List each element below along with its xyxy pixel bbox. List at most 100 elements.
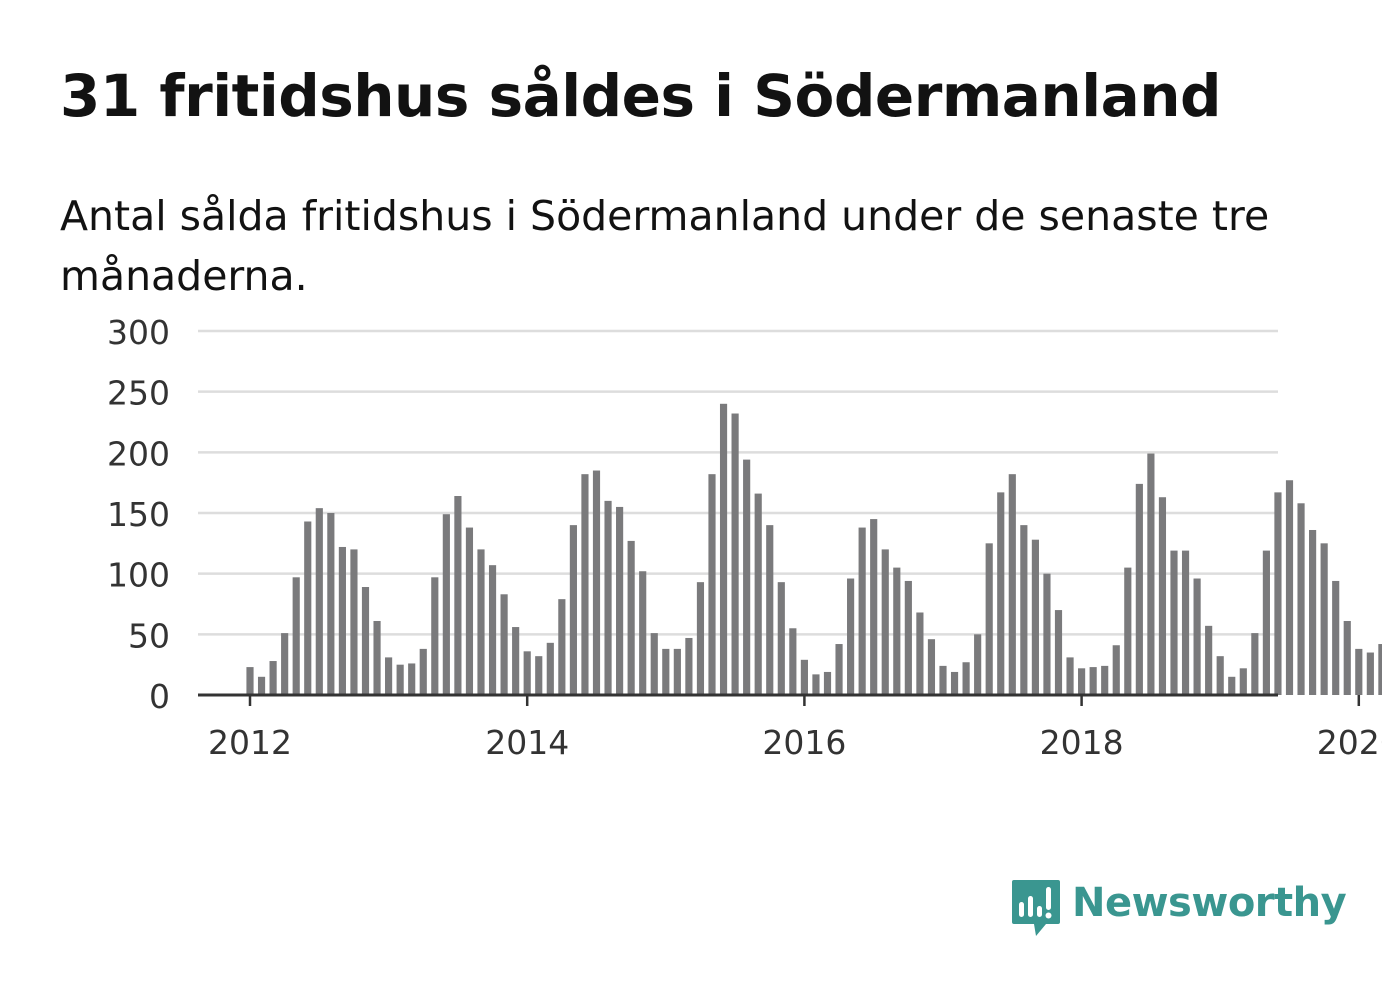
- bar: [1124, 567, 1132, 695]
- bar: [616, 506, 624, 695]
- page-subtitle: Antal sålda fritidshus i Södermanland un…: [60, 192, 1270, 300]
- x-tick-label: 2014: [485, 723, 569, 762]
- bar: [1147, 453, 1155, 695]
- bar: [650, 633, 658, 695]
- bar: [766, 525, 774, 695]
- bar: [1089, 667, 1097, 695]
- bar: [1320, 543, 1328, 695]
- bar: [257, 676, 266, 695]
- bar: [1309, 529, 1317, 695]
- bar: [662, 648, 670, 695]
- bar: [477, 549, 485, 695]
- brand-name: Newsworthy: [1072, 880, 1347, 926]
- x-tick-label: 2016: [762, 723, 846, 762]
- bar: [269, 661, 277, 695]
- bar: [1251, 633, 1259, 695]
- bar: [950, 671, 959, 695]
- bar: [719, 403, 728, 695]
- bar: [1193, 578, 1201, 695]
- y-tick-label: 100: [107, 556, 170, 595]
- bar: [916, 612, 924, 695]
- bar: [1170, 550, 1178, 695]
- bar: [939, 665, 947, 695]
- bar: [893, 567, 901, 695]
- bar: [581, 474, 589, 695]
- bar: [1020, 525, 1028, 695]
- bar: [835, 644, 843, 695]
- bar: [442, 514, 450, 695]
- x-tick-label: 2012: [208, 723, 292, 762]
- bar: [385, 657, 393, 695]
- x-tick-label: 2018: [1040, 723, 1124, 762]
- bar: [881, 549, 889, 695]
- bar: [754, 493, 762, 695]
- bar: [535, 656, 543, 695]
- bar: [823, 671, 832, 695]
- bar: [558, 599, 566, 695]
- bar: [315, 508, 323, 695]
- bar: [870, 519, 878, 695]
- bar: [985, 543, 993, 695]
- bar: [696, 582, 705, 695]
- bar: [904, 580, 912, 695]
- bar: [1355, 648, 1363, 695]
- bar: [1031, 539, 1039, 695]
- bar-series: [246, 403, 1382, 695]
- bar: [1205, 625, 1213, 695]
- bar: [743, 459, 751, 695]
- bar: [292, 577, 300, 695]
- bar: [627, 540, 635, 695]
- bar: [1297, 503, 1305, 695]
- bar: [246, 667, 254, 695]
- bar: [304, 521, 312, 695]
- bar: [338, 546, 346, 695]
- y-tick-label: 150: [107, 495, 170, 534]
- bar: [847, 578, 855, 695]
- newsworthy-logo-icon: [1012, 880, 1060, 936]
- bar: [1054, 610, 1063, 695]
- bar: [1343, 620, 1351, 695]
- bar: [927, 639, 936, 695]
- bar: [962, 662, 970, 695]
- y-tick-label: 300: [107, 313, 170, 352]
- bar: [673, 648, 681, 695]
- bar: [777, 582, 785, 695]
- bar: [408, 663, 416, 695]
- bar: [1274, 492, 1282, 695]
- bar: [281, 633, 289, 695]
- bar: [1112, 645, 1120, 695]
- bar: [997, 492, 1005, 695]
- bar: [361, 587, 370, 695]
- bar: [373, 620, 381, 695]
- y-tick-label: 200: [107, 434, 170, 473]
- bar: [1239, 668, 1247, 695]
- bar: [708, 474, 716, 695]
- bar: [592, 470, 601, 695]
- sales-bar-chart: 0 50 100 150 200 250 300 2012 2014 2016 2018 2020 2…: [107, 313, 1382, 762]
- bar: [1216, 656, 1224, 695]
- y-tick-label: 50: [128, 616, 170, 655]
- bar: [1262, 550, 1270, 695]
- bar: [569, 525, 577, 695]
- bar: [419, 648, 427, 695]
- y-axis-ticks: 0 50 100 150 200 250 300: [107, 313, 170, 716]
- bar: [974, 634, 982, 695]
- bar: [1158, 497, 1167, 695]
- bar: [1378, 644, 1382, 695]
- bar: [1366, 652, 1374, 695]
- brand-logo: Newsworthy: [1010, 878, 1347, 940]
- bar: [523, 651, 531, 695]
- bar: [639, 571, 647, 695]
- bar: [350, 549, 358, 695]
- bar: [731, 413, 739, 695]
- bar: [685, 637, 693, 695]
- bar: [1066, 657, 1074, 695]
- bar: [1285, 480, 1294, 695]
- x-axis: 20122014201620182020202220242026: [198, 693, 1382, 762]
- bar: [1181, 550, 1190, 695]
- page-title: 31 fritidshus såldes i Södermanland: [60, 62, 1222, 130]
- bar: [1228, 676, 1236, 695]
- bar: [465, 527, 474, 695]
- bar: [327, 513, 335, 695]
- bar: [1043, 573, 1051, 695]
